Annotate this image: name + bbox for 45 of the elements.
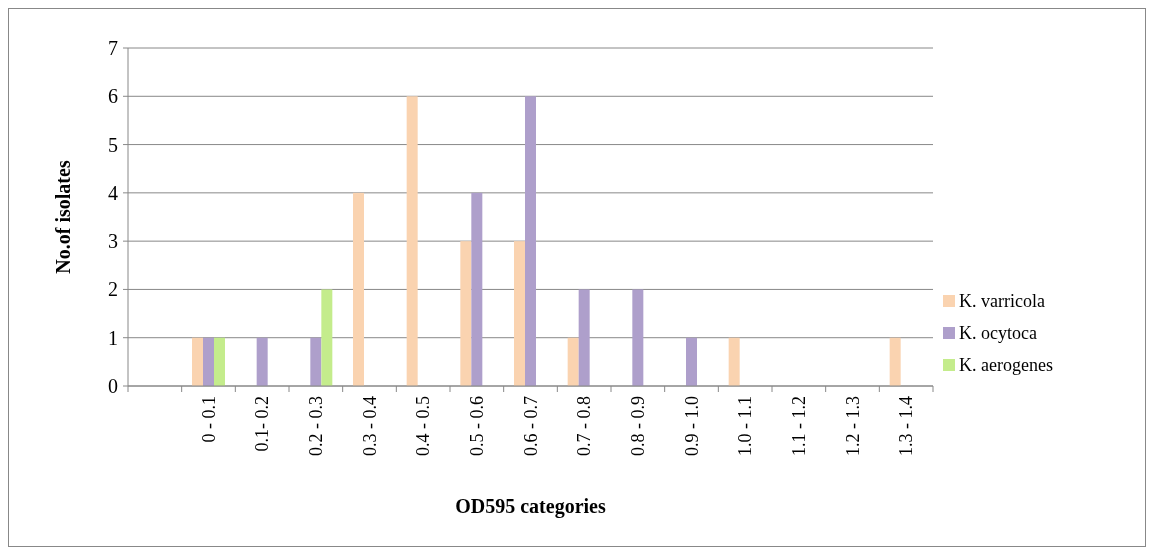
y-tick-label: 2	[108, 278, 118, 301]
bar	[889, 337, 901, 386]
x-tick-label: 0.2 - 0.3	[306, 396, 327, 456]
x-tick-label: 0.3 - 0.4	[359, 396, 380, 456]
y-tick-label: 6	[108, 85, 118, 108]
x-axis-title: OD595 categories	[455, 495, 606, 518]
bar	[203, 337, 214, 386]
x-tick-label: 1.0 - 1.1	[735, 396, 756, 456]
bar	[686, 337, 697, 386]
bar	[525, 96, 536, 386]
x-tick-label: 0.6 - 0.7	[520, 396, 541, 456]
y-tick-label: 3	[108, 230, 118, 253]
x-tick-label: 0.7 - 0.8	[574, 396, 595, 456]
bar	[192, 337, 203, 386]
x-tick-label: 1.2 - 1.3	[842, 396, 863, 456]
bar	[256, 337, 268, 386]
x-tick-label: 1.3 - 1.4	[896, 396, 917, 456]
x-tick-label: 0.5 - 0.6	[467, 396, 488, 456]
bar	[514, 241, 525, 386]
bar	[321, 289, 333, 386]
legend-label: K. aerogenes	[959, 355, 1053, 376]
bar	[310, 337, 322, 386]
bar	[632, 289, 644, 386]
bar	[567, 337, 579, 386]
bar	[728, 337, 740, 386]
x-tick-label: 0 - 0.1	[198, 396, 219, 443]
y-tick-label: 7	[108, 37, 118, 59]
y-axis-title: No.of isolates	[52, 160, 74, 274]
legend-label: K. ocytoca	[959, 323, 1037, 344]
bar	[460, 241, 472, 386]
bar	[353, 192, 364, 386]
legend-label: K. varricola	[959, 291, 1045, 312]
bar	[406, 96, 418, 386]
x-tick-label: 0.8 - 0.9	[628, 396, 649, 456]
bar	[578, 289, 590, 386]
bar	[471, 192, 483, 386]
x-tick-label: 0.1- 0.2	[252, 396, 273, 452]
x-tick-label: 1.1 - 1.2	[789, 396, 810, 456]
y-tick-label: 5	[108, 133, 118, 156]
x-tick-label: 0.4 - 0.5	[413, 396, 434, 456]
y-tick-label: 4	[108, 181, 118, 204]
y-tick-label: 1	[108, 326, 118, 349]
y-tick-label: 0	[108, 375, 118, 397]
bar	[214, 337, 225, 386]
x-tick-label: 0.9 - 1.0	[681, 396, 702, 456]
